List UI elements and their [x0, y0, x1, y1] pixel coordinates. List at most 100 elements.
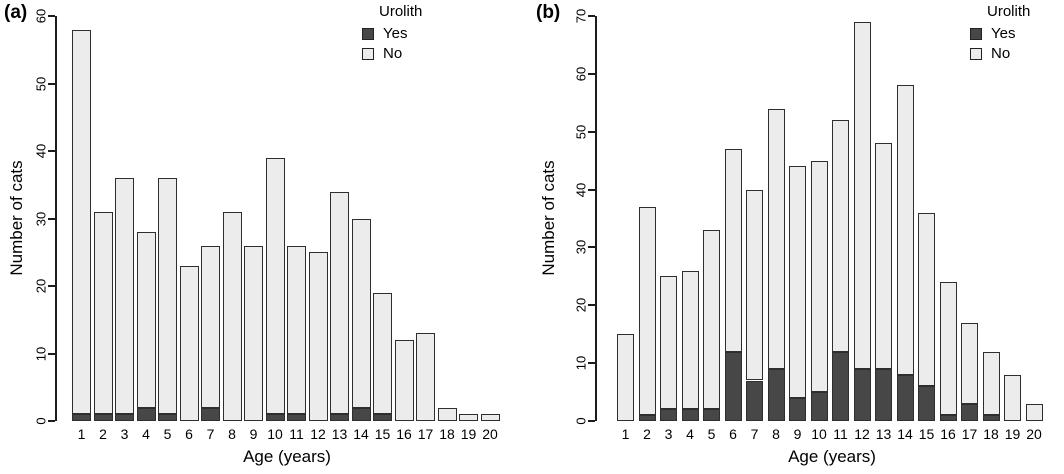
bar-segment-no: [115, 178, 134, 415]
bar-segment-no: [918, 212, 935, 387]
bar-segment-no: [136, 232, 156, 408]
y-tick-label: 60: [33, 8, 49, 24]
bar-segment-yes: [681, 409, 699, 421]
bar-segment-yes: [660, 409, 677, 421]
x-tick-label: 12: [854, 426, 870, 442]
bar-segment-no: [746, 189, 763, 381]
y-tick: [48, 15, 55, 17]
x-tick-label: 11: [833, 426, 848, 442]
x-tick-label: 16: [940, 426, 956, 442]
x-tick-label: 1: [621, 426, 630, 442]
x-tick-label: 17: [961, 426, 978, 442]
x-tick-label: 8: [228, 426, 236, 442]
bar-segment-no: [330, 191, 349, 415]
bar-segment-no: [832, 120, 849, 352]
x-tick-label: 2: [99, 426, 107, 442]
y-axis-line: [55, 16, 57, 421]
y-axis-title-b: Number of cats: [539, 160, 558, 276]
bar-segment-no: [437, 407, 457, 421]
y-tick: [588, 72, 595, 75]
bar-segment-no: [660, 276, 677, 410]
panel-a: (a) Number of cats 0 10 20 30 40 50 60 1 2 3 4 5 6 7 8…: [4, 2, 500, 466]
bar-segment-no: [939, 282, 957, 416]
x-axis-title-b: Age (years): [788, 447, 876, 466]
x-tick-label: 20: [482, 426, 498, 442]
bar-segment-yes: [330, 414, 349, 421]
bar-segment-no: [810, 160, 828, 393]
legend-title-b: Urolith: [987, 3, 1031, 20]
panel-b: (b) Number of cats 0 10 20 30 40 50 60 70 1 2 3 4 5 6…: [532, 0, 1064, 474]
y-tick: [588, 15, 595, 17]
x-tick-label: 3: [120, 426, 129, 442]
bar-segment-no: [982, 351, 1000, 416]
panel-label-a: (a): [4, 2, 28, 23]
y-tick: [48, 420, 55, 422]
legend-item-no-a: No: [362, 45, 422, 62]
x-tick-label: 16: [396, 426, 412, 442]
x-tick-label: 7: [206, 426, 215, 442]
bar-segment-yes: [724, 351, 742, 421]
bar-segment-yes: [351, 407, 371, 421]
y-tick: [588, 420, 595, 422]
bar-segment-yes: [287, 414, 306, 421]
x-tick-label: 1: [77, 426, 86, 442]
y-tick: [588, 362, 595, 365]
x-tick-label: 4: [686, 426, 694, 442]
x-tick-label: 10: [267, 426, 283, 442]
bar-segment-yes: [93, 414, 113, 421]
x-tick-label: 9: [793, 426, 802, 442]
y-tick: [588, 130, 595, 133]
y-tick-label: 20: [33, 278, 49, 294]
bar-segment-yes: [136, 407, 156, 421]
bar-segment-no: [201, 245, 220, 408]
bar-segment-yes: [638, 415, 656, 421]
x-tick-label: 7: [750, 426, 759, 442]
bar-segment-yes: [832, 351, 849, 421]
x-axis-title-a: Age (years): [243, 447, 331, 466]
bar-segment-yes: [72, 414, 91, 421]
bar-segment-yes: [201, 407, 220, 421]
bar-segment-no: [875, 143, 892, 369]
y-axis-line: [595, 16, 597, 421]
bar-segment-no: [459, 414, 478, 421]
legend-label-yes: Yes: [991, 25, 1016, 42]
legend-item-yes-b: Yes: [970, 25, 1030, 42]
y-tick-label: 40: [573, 182, 589, 197]
bar-segment-no: [681, 270, 699, 410]
panel-label-b: (b): [536, 2, 561, 23]
x-tick-label: 13: [331, 426, 348, 442]
bar-segment-yes: [918, 386, 935, 421]
x-tick-label: 2: [643, 426, 651, 442]
x-tick-label: 18: [439, 426, 455, 442]
bar-segment-yes: [767, 368, 785, 421]
y-tick: [48, 150, 55, 152]
y-axis-title-a: Number of cats: [7, 160, 26, 276]
x-tick-label: 6: [729, 426, 737, 442]
bar-segment-no: [961, 322, 978, 404]
y-tick-label: 30: [33, 211, 49, 226]
bar-segment-no: [394, 340, 414, 421]
x-tick-label: 18: [983, 426, 999, 442]
legend-title-a: Urolith: [379, 3, 423, 20]
legend-b: Urolith Yes No: [970, 3, 1030, 62]
bar-segment-no: [158, 178, 177, 415]
bar-segment-no: [724, 149, 742, 352]
bar-segment-yes: [703, 409, 720, 421]
bar-segment-no: [789, 166, 806, 398]
x-tick-label: 14: [897, 426, 913, 442]
x-tick-label: 12: [310, 426, 326, 442]
y-tick-label: 0: [573, 417, 589, 425]
bar-segment-no: [72, 29, 91, 415]
legend-swatch-yes-icon: [970, 27, 982, 40]
y-tick-label: 10: [33, 346, 49, 361]
bar-segment-yes: [982, 415, 1000, 421]
x-tick-label: 3: [664, 426, 673, 442]
x-tick-label: 9: [249, 426, 258, 442]
bar-segment-no: [179, 265, 199, 421]
x-tick-label: 20: [1026, 426, 1042, 442]
bar-segment-no: [244, 245, 263, 421]
bar-segment-no: [265, 157, 285, 415]
legend-label-no: No: [991, 45, 1011, 62]
bar-segment-yes: [789, 397, 806, 421]
bar-segment-no: [767, 108, 785, 369]
